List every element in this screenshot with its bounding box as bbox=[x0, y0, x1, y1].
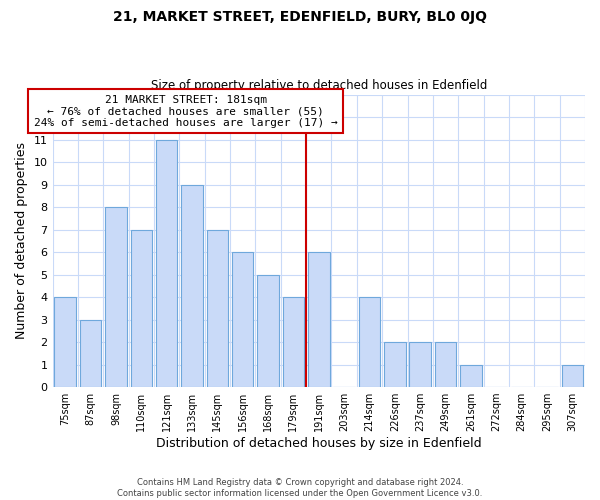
Bar bbox=[206, 230, 228, 387]
Bar bbox=[131, 230, 152, 387]
Bar bbox=[232, 252, 253, 387]
Bar bbox=[562, 364, 583, 387]
Bar bbox=[435, 342, 457, 387]
X-axis label: Distribution of detached houses by size in Edenfield: Distribution of detached houses by size … bbox=[156, 437, 482, 450]
Bar bbox=[283, 297, 304, 387]
Bar bbox=[460, 364, 482, 387]
Y-axis label: Number of detached properties: Number of detached properties bbox=[15, 142, 28, 340]
Bar bbox=[181, 184, 203, 387]
Text: 21, MARKET STREET, EDENFIELD, BURY, BL0 0JQ: 21, MARKET STREET, EDENFIELD, BURY, BL0 … bbox=[113, 10, 487, 24]
Bar bbox=[257, 274, 279, 387]
Text: 21 MARKET STREET: 181sqm
← 76% of detached houses are smaller (55)
24% of semi-d: 21 MARKET STREET: 181sqm ← 76% of detach… bbox=[34, 94, 338, 128]
Bar bbox=[359, 297, 380, 387]
Text: Contains HM Land Registry data © Crown copyright and database right 2024.
Contai: Contains HM Land Registry data © Crown c… bbox=[118, 478, 482, 498]
Bar bbox=[55, 297, 76, 387]
Bar bbox=[384, 342, 406, 387]
Bar bbox=[105, 207, 127, 387]
Title: Size of property relative to detached houses in Edenfield: Size of property relative to detached ho… bbox=[151, 79, 487, 92]
Bar bbox=[308, 252, 329, 387]
Bar bbox=[156, 140, 178, 387]
Bar bbox=[409, 342, 431, 387]
Bar bbox=[80, 320, 101, 387]
